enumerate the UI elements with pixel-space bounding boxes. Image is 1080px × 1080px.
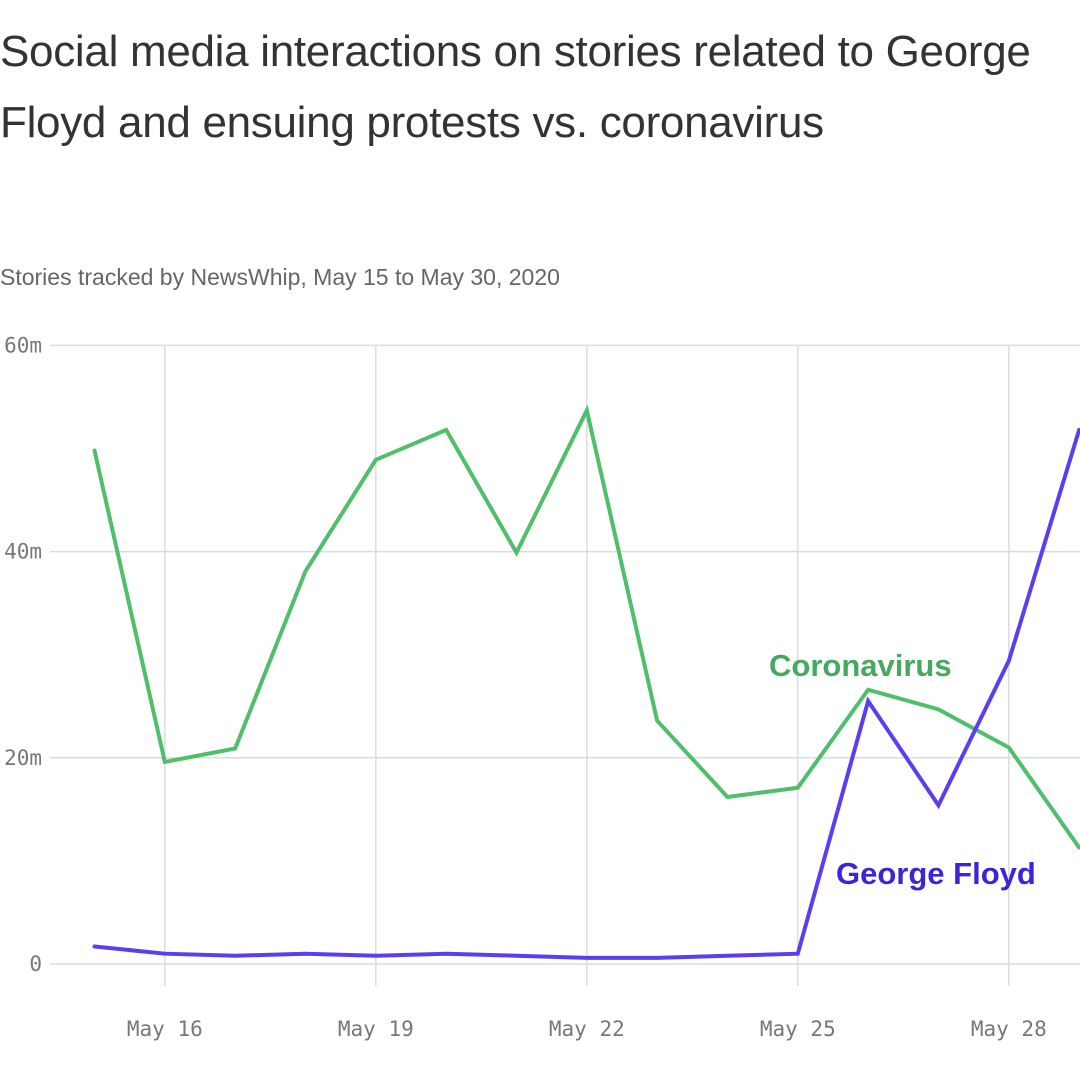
x-tick-label: May 19 [338, 1017, 414, 1041]
x-tick-label: May 25 [760, 1017, 836, 1041]
chart-subtitle: Stories tracked by NewsWhip, May 15 to M… [0, 264, 560, 290]
series-line-george-floyd [92, 427, 1080, 960]
series-line-coronavirus [92, 404, 1080, 850]
y-tick-label: 40m [4, 540, 42, 564]
y-tick-label: 60m [4, 333, 42, 357]
x-tick-label: May 28 [971, 1017, 1047, 1041]
y-tick-label: 0 [29, 952, 42, 976]
x-tick-label: May 16 [127, 1017, 203, 1041]
chart-title: Social media interactions on stories rel… [0, 27, 1031, 147]
series-label-coronavirus: Coronavirus [769, 648, 952, 683]
series-label-george-floyd: George Floyd [836, 856, 1036, 891]
y-tick-label: 20m [4, 746, 42, 770]
x-tick-label: May 22 [549, 1017, 625, 1041]
